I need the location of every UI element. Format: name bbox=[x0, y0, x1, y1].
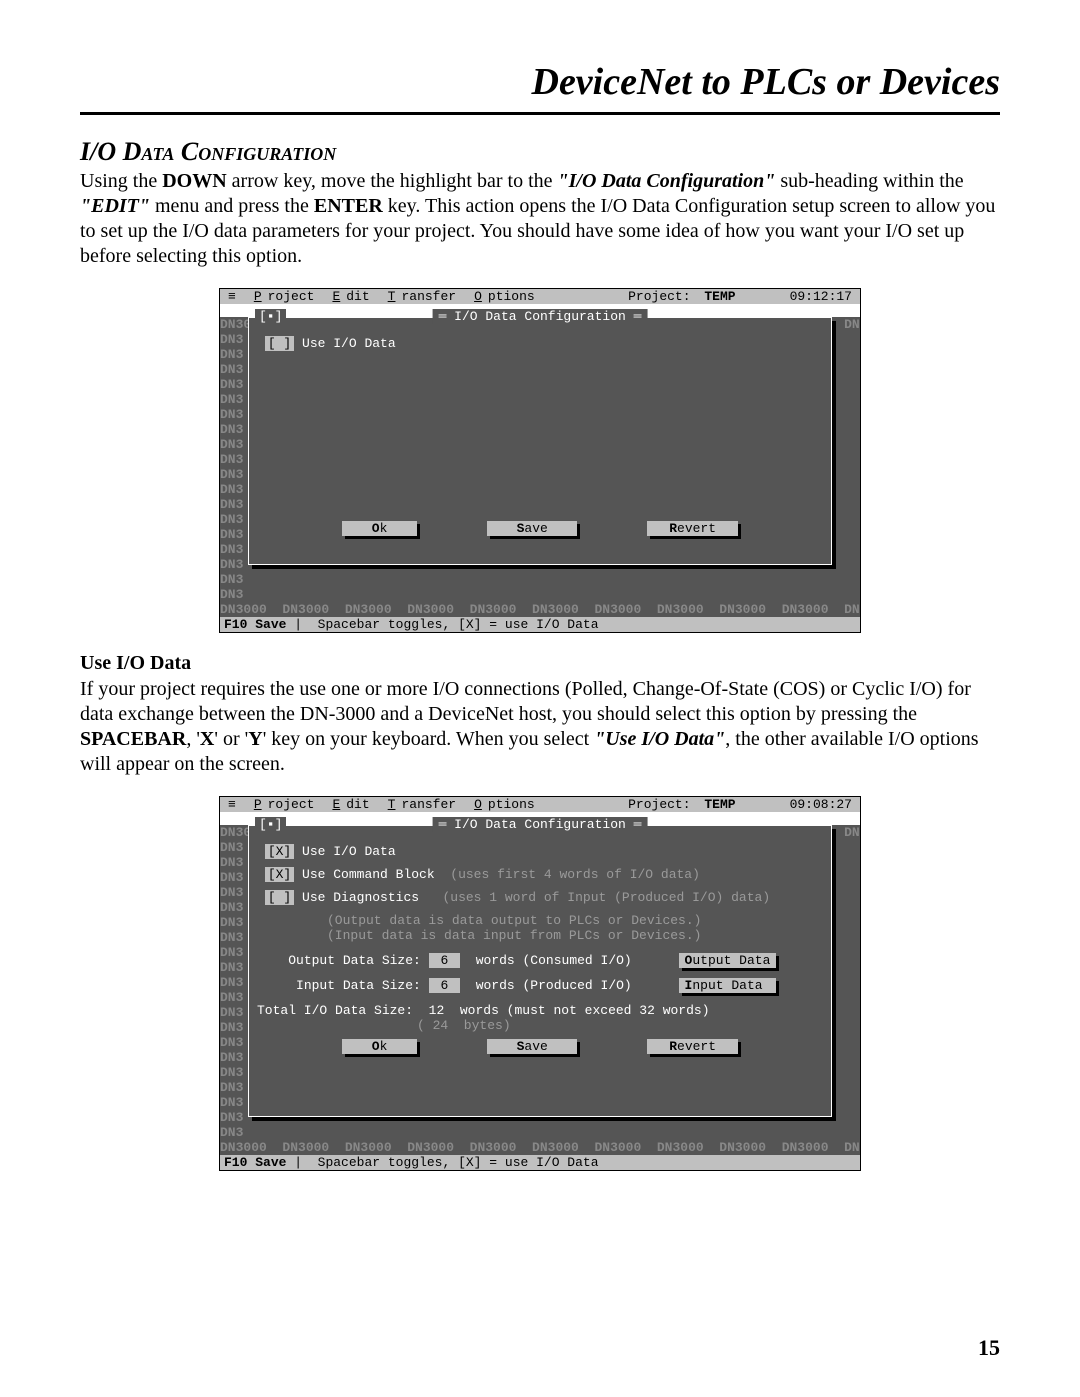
menu-transfer[interactable]: Transfer bbox=[376, 797, 462, 812]
save-button[interactable]: Save bbox=[487, 1039, 577, 1054]
project-indicator: Project: TEMP bbox=[616, 289, 741, 304]
panel-close-icon[interactable]: [▪] bbox=[255, 309, 286, 324]
use-cmd-checkbox[interactable]: [X] bbox=[265, 867, 294, 882]
use-io-paragraph: If your project requires the use one or … bbox=[80, 677, 1000, 777]
menu-options[interactable]: Options bbox=[462, 289, 541, 304]
clock: 09:08:27 bbox=[784, 797, 858, 812]
menubar: ≡ Project Edit Transfer Options Project:… bbox=[220, 289, 860, 304]
use-io-checkbox[interactable]: [ ] bbox=[265, 336, 294, 351]
input-size-field[interactable]: 6 bbox=[429, 978, 460, 993]
project-indicator: Project: TEMP bbox=[616, 797, 741, 812]
screenshot-1: ≡ Project Edit Transfer Options Project:… bbox=[220, 289, 860, 632]
menu-edit[interactable]: Edit bbox=[320, 289, 375, 304]
menu-project[interactable]: Project bbox=[242, 289, 321, 304]
status-bar: F10 Save | Spacebar toggles, [X] = use I… bbox=[220, 1155, 860, 1170]
section-heading: I/O Data Configuration bbox=[80, 137, 1000, 167]
revert-button[interactable]: Revert bbox=[647, 1039, 737, 1054]
panel-close-icon[interactable]: [▪] bbox=[255, 817, 286, 832]
save-button[interactable]: Save bbox=[487, 521, 577, 536]
menu-options[interactable]: Options bbox=[462, 797, 541, 812]
menu-edit[interactable]: Edit bbox=[320, 797, 375, 812]
intro-paragraph: Using the DOWN arrow key, move the highl… bbox=[80, 169, 1000, 269]
title-rule bbox=[80, 112, 1000, 115]
menu-transfer[interactable]: Transfer bbox=[376, 289, 462, 304]
use-diag-checkbox[interactable]: [ ] bbox=[265, 890, 294, 905]
output-size-field[interactable]: 6 bbox=[429, 953, 460, 968]
screenshot-2: ≡ Project Edit Transfer Options Project:… bbox=[220, 797, 860, 1170]
page-number: 15 bbox=[978, 1335, 1000, 1361]
page-title: DeviceNet to PLCs or Devices bbox=[80, 60, 1000, 104]
clock: 09:12:17 bbox=[784, 289, 858, 304]
status-bar: F10 Save | Spacebar toggles, [X] = use I… bbox=[220, 617, 860, 632]
io-config-panel: [▪] ═ I/O Data Configuration ═ [ ] Use I… bbox=[248, 317, 832, 565]
ok-button[interactable]: Ok bbox=[342, 521, 417, 536]
menu-project[interactable]: Project bbox=[242, 797, 321, 812]
menubar: ≡ Project Edit Transfer Options Project:… bbox=[220, 797, 860, 812]
revert-button[interactable]: Revert bbox=[647, 521, 737, 536]
subheading-use-io: Use I/O Data bbox=[80, 652, 1000, 675]
panel-title: ═ I/O Data Configuration ═ bbox=[433, 817, 648, 832]
use-io-checkbox[interactable]: [X] bbox=[265, 844, 294, 859]
panel-title: ═ I/O Data Configuration ═ bbox=[433, 309, 648, 324]
input-data-button[interactable]: Input Data bbox=[679, 978, 777, 993]
output-data-button[interactable]: Output Data bbox=[679, 953, 777, 968]
io-config-panel: [▪] ═ I/O Data Configuration ═ [X] Use I… bbox=[248, 825, 832, 1117]
ok-button[interactable]: Ok bbox=[342, 1039, 417, 1054]
